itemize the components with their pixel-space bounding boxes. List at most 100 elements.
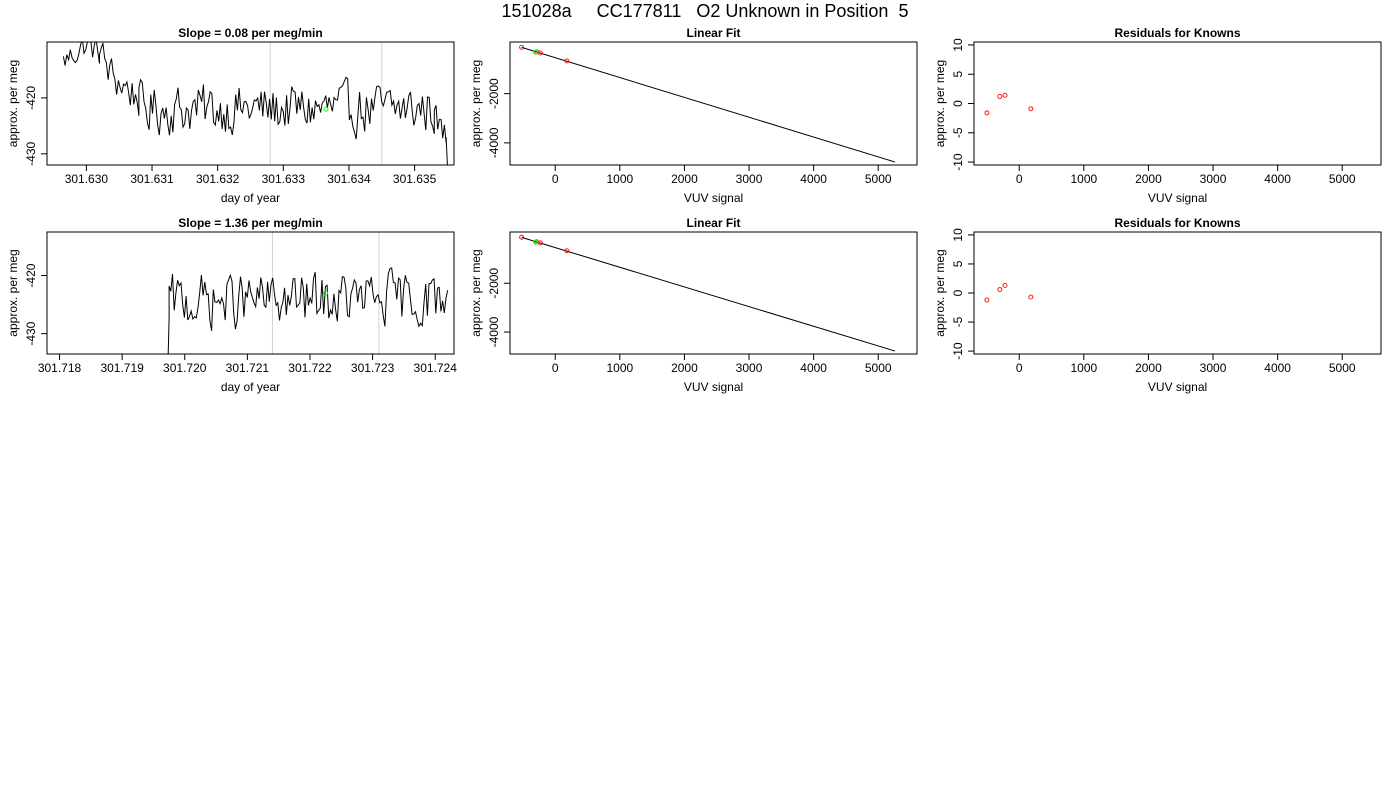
x-tick-label: 301.722 (288, 361, 332, 375)
panel-title: Slope = 1.36 per meg/min (178, 216, 322, 230)
x-tick-label: 0 (552, 172, 559, 186)
plot-frame (509, 41, 918, 166)
x-tick-label: 3000 (1200, 172, 1227, 186)
y-tick-label: -2000 (487, 78, 501, 109)
x-tick-label: 1000 (1070, 172, 1097, 186)
y-tick-label: 0 (951, 100, 965, 107)
x-tick-label: 3000 (1200, 361, 1227, 375)
y-tick-label: -5 (951, 316, 965, 327)
x-tick-label: 2000 (1135, 172, 1162, 186)
x-axis-label: VUV signal (684, 191, 743, 205)
y-tick-label: -4000 (487, 316, 501, 347)
series-line (62, 42, 448, 165)
x-tick-label: 5000 (865, 172, 892, 186)
y-tick-label: -10 (951, 342, 965, 360)
x-tick-label: 1000 (606, 172, 633, 186)
y-tick-label: -10 (951, 153, 965, 171)
x-tick-label: 4000 (800, 361, 827, 375)
x-axis-label: VUV signal (684, 380, 743, 394)
x-axis-label: VUV signal (1148, 380, 1207, 394)
x-tick-label: 1000 (606, 361, 633, 375)
y-tick-label: -2000 (487, 268, 501, 299)
x-tick-label: 4000 (800, 172, 827, 186)
known-point (537, 50, 543, 56)
x-tick-label: 301.633 (262, 172, 306, 186)
x-tick-label: 301.632 (196, 172, 240, 186)
x-tick-label: 301.719 (100, 361, 144, 375)
x-tick-label: 0 (552, 361, 559, 375)
y-tick-label: -4000 (487, 127, 501, 158)
residual-point (1028, 294, 1034, 300)
panel-title: Linear Fit (686, 26, 740, 40)
unknown-point (533, 49, 539, 55)
series-line (167, 267, 449, 354)
x-tick-label: 4000 (1264, 172, 1291, 186)
figure-title: 151028a CC177811 O2 Unknown in Position … (501, 1, 909, 21)
x-axis-label: VUV signal (1148, 191, 1207, 205)
x-tick-label: 3000 (736, 361, 763, 375)
plot-frame (973, 41, 1382, 166)
x-tick-label: 5000 (1329, 361, 1356, 375)
x-axis-label: day of year (221, 191, 280, 205)
residual-point (1002, 92, 1008, 98)
residual-point (997, 94, 1003, 99)
unknown-point (323, 106, 329, 112)
plot-frame (973, 231, 1382, 355)
plot-area (519, 44, 896, 163)
x-tick-label: 301.635 (393, 172, 437, 186)
x-tick-label: 0 (1016, 361, 1023, 375)
known-point (537, 240, 543, 246)
unknown-point (533, 239, 539, 245)
x-tick-label: 2000 (1135, 361, 1162, 375)
residual-point (997, 287, 1003, 292)
x-tick-label: 301.718 (38, 361, 82, 375)
x-axis-label: day of year (221, 380, 280, 394)
plot-area (62, 42, 448, 165)
y-axis-label: approx. per meg (933, 60, 947, 147)
y-axis-label: approx. per meg (6, 249, 20, 336)
x-tick-label: 0 (1016, 172, 1023, 186)
y-tick-label: -430 (24, 321, 38, 345)
y-tick-label: -5 (951, 127, 965, 138)
x-tick-label: 301.724 (414, 361, 458, 375)
x-tick-label: 1000 (1070, 361, 1097, 375)
y-axis-label: approx. per meg (469, 60, 483, 147)
x-tick-label: 301.630 (65, 172, 109, 186)
y-tick-label: 5 (951, 71, 965, 78)
residual-point (984, 297, 990, 303)
x-tick-label: 3000 (736, 172, 763, 186)
plot-area (984, 92, 1034, 116)
known-point (519, 44, 525, 50)
y-axis-label: approx. per meg (6, 60, 20, 147)
unknown-point (323, 290, 329, 296)
y-tick-label: 10 (951, 228, 965, 242)
fit-line (521, 236, 896, 352)
plot-frame (509, 231, 918, 355)
residual-point (1028, 106, 1034, 112)
x-tick-label: 301.634 (327, 172, 371, 186)
x-tick-label: 4000 (1264, 361, 1291, 375)
x-tick-label: 301.721 (226, 361, 270, 375)
panel-title: Linear Fit (686, 216, 740, 230)
panel-title: Residuals for Knowns (1114, 216, 1240, 230)
known-point (564, 58, 570, 64)
x-tick-label: 5000 (865, 361, 892, 375)
x-tick-label: 301.631 (130, 172, 174, 186)
plot-frame (46, 231, 455, 355)
plot-area (984, 282, 1034, 303)
y-tick-label: -430 (24, 141, 38, 165)
y-axis-label: approx. per meg (469, 249, 483, 336)
plot-area (167, 232, 449, 354)
y-tick-label: 10 (951, 38, 965, 52)
y-tick-label: 5 (951, 260, 965, 267)
panel-title: Slope = 0.08 per meg/min (178, 26, 322, 40)
y-tick-label: -420 (24, 86, 38, 110)
plot-area (519, 234, 896, 352)
x-tick-label: 5000 (1329, 172, 1356, 186)
x-tick-label: 2000 (671, 361, 698, 375)
known-point (519, 234, 525, 240)
x-tick-label: 301.720 (163, 361, 207, 375)
y-tick-label: 0 (951, 289, 965, 296)
known-point (564, 248, 570, 254)
